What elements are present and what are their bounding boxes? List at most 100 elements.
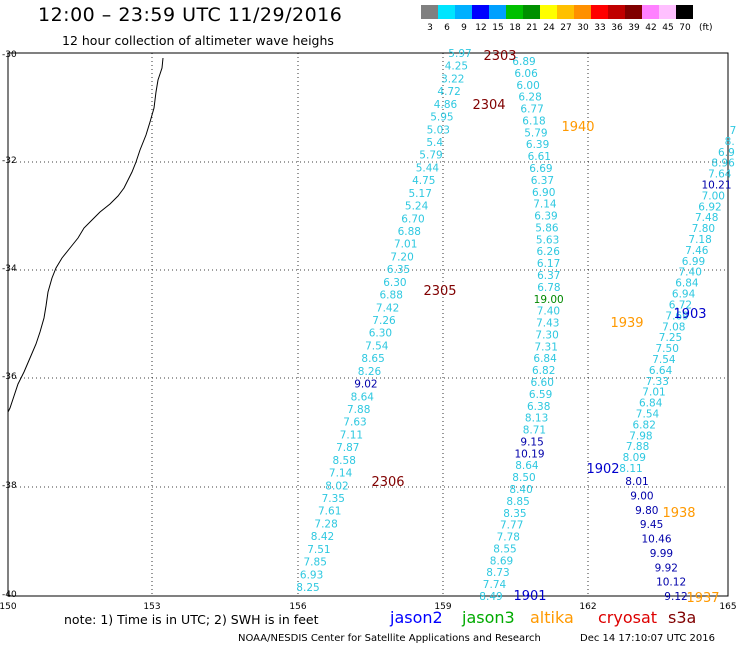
wave-height-value: 6.78: [537, 282, 560, 294]
wave-height-value: 6.84: [639, 398, 663, 410]
wave-height-value: 8.64: [351, 391, 375, 403]
wave-height-value: 6.82: [532, 365, 555, 377]
latitude-label: -32: [2, 156, 17, 166]
wave-height-value: 9.80: [635, 505, 658, 517]
wave-height-value: 7.51: [307, 544, 330, 556]
pass-time-labels: 2303 2304 2305 2306 1940 1939 1938 1937 1903 1902…: [371, 49, 719, 606]
wave-height-value: 7.00: [702, 190, 725, 202]
wave-height-value: 6.28: [518, 92, 541, 104]
pass-time-label: 2305: [423, 284, 456, 299]
color-swatch: [489, 5, 506, 19]
wave-height-value: 8.96: [711, 158, 735, 170]
color-scale-label: 42: [645, 23, 657, 33]
color-swatch: [557, 5, 574, 19]
color-scale-label: 9: [461, 23, 467, 33]
color-swatch: [676, 5, 693, 19]
wave-height-value: 5.79: [524, 127, 547, 139]
longitude-label: 150: [0, 602, 17, 612]
color-swatch: [659, 5, 676, 19]
wave-height-value: 7.42: [376, 302, 399, 314]
wave-height-value: 6.89: [512, 56, 535, 68]
pass-time-label: 1939: [610, 316, 643, 331]
wave-height-value: 7.98: [629, 430, 652, 442]
color-scale-label: 15: [492, 23, 504, 33]
color-swatch: [421, 5, 438, 19]
pass-time-label: 2306: [371, 475, 404, 490]
wave-height-value: 8.42: [311, 531, 334, 543]
wave-height-value: 5.97: [448, 48, 471, 60]
wave-height-value: 8.55: [493, 543, 516, 555]
wave-height-value: 8.71: [523, 425, 546, 437]
wave-height-value: 6.94: [672, 289, 696, 301]
wave-height-value: 6.37: [537, 270, 560, 282]
color-scale-label: 12: [475, 23, 487, 33]
wave-height-value: 6.84: [675, 278, 699, 290]
wave-height-tracks: 5.974.253.224.724.865.955.035.45.795.444…: [296, 48, 736, 603]
color-swatch: [523, 5, 540, 19]
wave-height-value: 7.88: [626, 441, 649, 453]
wave-height-value: 7.11: [340, 429, 363, 441]
wave-height-value: 7.18: [688, 234, 711, 246]
wave-height-value: 7: [730, 125, 737, 137]
wave-height-value: 7.61: [318, 506, 341, 518]
color-scale-label: 6: [444, 23, 450, 33]
wave-height-value: 9.02: [354, 379, 377, 391]
latitude-label: -40: [2, 590, 17, 600]
wave-height-value: 6.69: [529, 163, 552, 175]
chart-title: 12:00 – 23:59 UTC 11/29/2016: [38, 4, 343, 26]
wave-height-value: 7.85: [304, 557, 327, 569]
wave-height-value: 8.02: [325, 480, 348, 492]
wave-height-value: 7.78: [497, 532, 520, 544]
wave-height-value: 5.17: [409, 188, 432, 200]
wave-height-value: 7.87: [336, 442, 359, 454]
wave-height-value: 6.61: [528, 151, 551, 163]
wave-height-value: 6.38: [527, 401, 550, 413]
latitude-label: -36: [2, 372, 17, 382]
color-scale-label: 30: [577, 23, 589, 33]
color-swatch: [625, 5, 642, 19]
wave-height-value: 7.88: [347, 404, 370, 416]
wave-height-value: 6.26: [537, 246, 561, 258]
legend-item-cryosat: cryosat: [598, 608, 658, 627]
wave-height-value: 6.37: [531, 175, 554, 187]
wave-height-value: 6.30: [369, 328, 392, 340]
wave-height-value: 8.25: [296, 582, 319, 594]
wave-height-value: 6.59: [529, 389, 552, 401]
legend-item-altika: altika: [530, 608, 574, 627]
wave-height-value: 8.49: [479, 591, 502, 603]
longitude-label: 153: [143, 602, 161, 612]
color-scale-label: 18: [509, 23, 521, 33]
wave-height-value: 7.14: [533, 199, 557, 211]
wave-height-value: 7.50: [656, 343, 679, 355]
pass-time-label: 2304: [472, 98, 505, 113]
wave-height-value: 7.69: [665, 310, 688, 322]
pass-time-label: 1901: [513, 589, 546, 604]
longitude-label: 165: [719, 602, 737, 612]
wave-height-value: 9.12: [664, 591, 687, 603]
wave-height-value: 7.77: [500, 520, 523, 532]
wave-height-value: 8.01: [625, 476, 648, 488]
color-scale-label: 27: [560, 23, 572, 33]
color-swatch: [455, 5, 472, 19]
wave-height-value: 6.88: [398, 226, 421, 238]
wave-height-value: 6.82: [633, 419, 656, 431]
wave-height-value: 7.01: [394, 239, 417, 251]
wave-height-value: 7.28: [314, 518, 337, 530]
wave-height-value: 8.65: [361, 353, 384, 365]
latitude-label: -30: [2, 50, 17, 60]
wave-height-value: 7.64: [708, 169, 732, 181]
wave-height-value: 7.01: [642, 387, 665, 399]
color-swatch: [438, 5, 455, 19]
wave-height-value: 7.26: [372, 315, 396, 327]
wave-height-value: 7.48: [695, 212, 718, 224]
wave-height-value: 7.80: [692, 223, 715, 235]
wave-height-value: 9.45: [640, 519, 663, 531]
wave-height-value: 5.79: [419, 150, 442, 162]
wave-height-value: 6.39: [534, 211, 557, 223]
wave-height-value: 9.92: [655, 562, 678, 574]
wave-height-value: 6.64: [649, 365, 673, 377]
wave-height-value: 7.43: [536, 318, 559, 330]
color-scale-label: 45: [662, 23, 674, 33]
color-swatch: [574, 5, 591, 19]
wave-height-value: 6.18: [522, 115, 545, 127]
